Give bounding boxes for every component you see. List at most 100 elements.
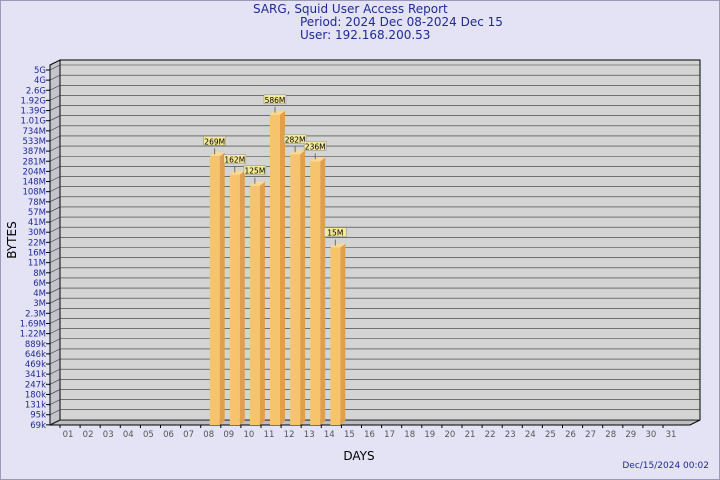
- x-tick-label: 27: [585, 430, 596, 440]
- gridline-depth: [49, 399, 61, 405]
- x-tick-label: 22: [485, 430, 496, 440]
- gridline-depth: [49, 206, 61, 213]
- plot-floor: [49, 419, 701, 426]
- bar-side: [219, 152, 225, 425]
- bar-top: [249, 181, 265, 186]
- y-tick-label: 22M: [28, 238, 46, 248]
- y-tick-label: 148M: [22, 178, 46, 188]
- bar-side: [280, 110, 285, 425]
- x-tick-label: 09: [223, 430, 234, 440]
- gridline-depth: [49, 328, 61, 334]
- data-label: 236M: [305, 142, 326, 151]
- x-tick-label: 10: [243, 430, 254, 440]
- bar-side: [320, 157, 326, 425]
- gridline-depth: [49, 135, 61, 142]
- gridline-depth: [49, 216, 61, 223]
- data-label-box: [203, 136, 226, 146]
- data-label: 125M: [245, 167, 266, 176]
- y-tick-label: 16M: [28, 249, 46, 259]
- gridline-depth: [49, 226, 61, 233]
- y-tick-label: 646k: [25, 350, 46, 360]
- x-tick-label: 12: [284, 430, 295, 440]
- gridline-depth: [49, 125, 61, 132]
- bar: [209, 156, 220, 425]
- y-tick-label: 95k: [30, 411, 46, 421]
- gridline-depth: [49, 409, 61, 415]
- y-tick-label: 69k: [30, 421, 46, 431]
- data-label: 15M: [327, 229, 343, 238]
- data-label-box: [283, 133, 307, 144]
- y-tick-label: 1.22M: [20, 330, 46, 340]
- gridline-depth: [49, 368, 61, 375]
- x-tick-label: 03: [103, 430, 114, 440]
- x-tick-label: 31: [666, 430, 677, 440]
- x-tick-label: 11: [264, 430, 275, 440]
- gridline-depth: [49, 419, 61, 426]
- bar-top: [310, 157, 326, 162]
- gridline-depth: [49, 247, 61, 253]
- gridline-depth: [49, 166, 61, 172]
- x-tick-label: 06: [163, 430, 174, 440]
- gridline-depth: [49, 277, 61, 284]
- gridline-depth: [49, 196, 61, 203]
- y-tick-label: 1.01G: [20, 117, 46, 127]
- x-tick-label: 26: [565, 430, 576, 440]
- gridline-depth: [49, 176, 61, 182]
- y-tick-label: 11M: [28, 259, 46, 269]
- gridline-depth: [49, 287, 61, 294]
- report-period: Period: 2024 Dec 08-2024 Dec 15: [300, 15, 503, 29]
- plot-area: [59, 59, 701, 421]
- y-tick-label: 2.3M: [25, 309, 46, 319]
- x-tick-label: 18: [404, 430, 415, 440]
- gridline-depth: [49, 105, 61, 111]
- data-label-box: [243, 165, 267, 176]
- y-tick-label: 3M: [33, 299, 46, 309]
- gridline-depth: [49, 389, 61, 395]
- y-tick-label: 180k: [25, 390, 46, 400]
- y-tick-label: 6M: [33, 279, 46, 289]
- bar-side: [259, 181, 265, 425]
- gridline-depth: [49, 338, 61, 345]
- y-tick-label: 131k: [25, 401, 46, 411]
- data-label: 586M: [265, 96, 286, 105]
- x-tick-label: 16: [364, 430, 375, 440]
- x-tick-label: 07: [183, 430, 194, 440]
- x-tick-label: 19: [424, 430, 435, 440]
- y-tick-label: 4M: [33, 289, 46, 299]
- gridline-depth: [49, 297, 61, 304]
- gridline-depth: [49, 186, 61, 192]
- report-timestamp: Dec/15/2024 00:02: [622, 461, 709, 471]
- x-tick-label: 04: [123, 430, 134, 440]
- x-tick-label: 30: [645, 430, 656, 440]
- y-tick-label: 247k: [25, 380, 46, 390]
- bar: [229, 174, 240, 425]
- x-axis-title: DAYS: [343, 449, 374, 463]
- gridline-depth: [49, 155, 61, 162]
- x-tick-label: 25: [545, 430, 556, 440]
- y-tick-label: 1.69M: [20, 319, 46, 329]
- bar-side: [340, 243, 346, 425]
- x-tick-label: 24: [525, 430, 536, 440]
- x-tick-label: 23: [505, 430, 516, 440]
- data-label: 162M: [224, 156, 245, 165]
- y-tick-label: 57M: [28, 208, 46, 218]
- bar-top: [330, 243, 346, 248]
- x-tick-label: 13: [304, 430, 315, 440]
- y-tick-label: 1.92G: [20, 96, 46, 106]
- data-label-box: [263, 94, 287, 105]
- bar: [310, 161, 321, 425]
- x-tick-label: 08: [203, 430, 214, 440]
- y-tick-label: 889k: [25, 340, 46, 350]
- gridline-depth: [49, 64, 61, 71]
- y-axis-title: BYTES: [5, 221, 19, 258]
- bar-top: [209, 152, 225, 157]
- data-label-box: [323, 227, 347, 237]
- bar-top: [290, 150, 306, 155]
- bar: [330, 247, 341, 425]
- x-tick-label: 14: [324, 430, 335, 440]
- gridline-depth: [49, 257, 61, 263]
- x-tick-label: 29: [625, 430, 636, 440]
- y-tick-label: 108M: [22, 188, 46, 198]
- y-tick-label: 41M: [28, 218, 46, 228]
